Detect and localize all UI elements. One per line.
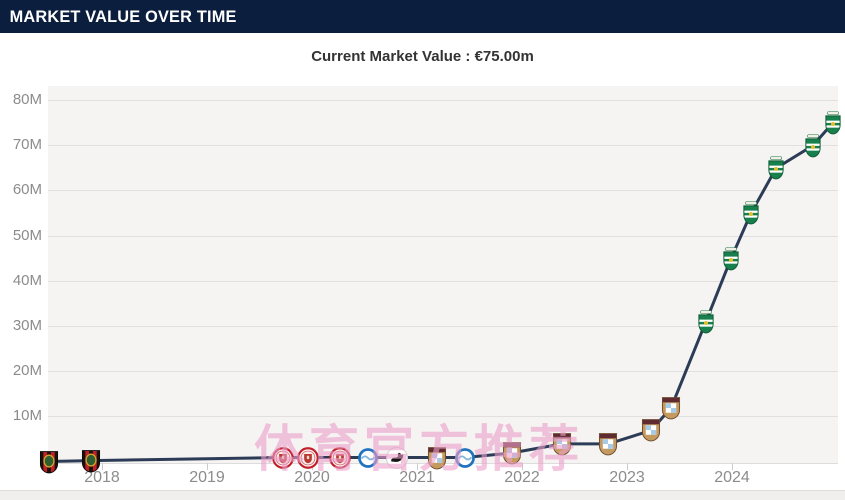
x-axis-tick	[207, 463, 208, 470]
y-axis-tick-label: 10M	[12, 407, 42, 424]
gridline	[48, 100, 838, 101]
footer-strip	[0, 490, 845, 500]
section-header-bar: MARKET VALUE OVER TIME	[0, 0, 845, 33]
gridline	[48, 281, 838, 282]
data-point-sporting-cp-crest-icon[interactable]	[823, 111, 842, 135]
x-axis-tick-label: 2024	[714, 469, 750, 486]
current-market-value-label: Current Market Value : €75.00m	[311, 48, 534, 65]
data-point-coventry-city-crest-icon[interactable]	[552, 432, 571, 456]
x-axis-tick-label: 2023	[609, 469, 645, 486]
gridline	[48, 145, 838, 146]
gridline	[48, 416, 838, 417]
data-point-swansea-city-crest-icon[interactable]	[385, 446, 409, 469]
y-axis-tick-label: 20M	[12, 362, 42, 379]
x-axis-tick-label: 2019	[189, 469, 225, 486]
x-axis-tick-label: 2018	[84, 469, 120, 486]
x-axis-tick	[732, 463, 733, 470]
data-point-sporting-cp-crest-icon[interactable]	[722, 246, 741, 271]
data-point-coventry-city-crest-icon[interactable]	[599, 432, 618, 456]
x-axis-tick-label: 2020	[294, 469, 330, 486]
data-point-sporting-cp-crest-icon[interactable]	[803, 133, 822, 158]
y-axis-tick-label: 60M	[12, 181, 42, 198]
y-axis-tick-label: 40M	[12, 272, 42, 289]
data-point-coventry-city-crest-icon[interactable]	[427, 446, 447, 469]
page-title: MARKET VALUE OVER TIME	[9, 6, 237, 26]
x-axis-tick-label: 2021	[399, 469, 435, 486]
data-point-fc-st-pauli-crest-icon[interactable]	[271, 446, 294, 469]
y-axis-tick-label: 80M	[12, 91, 42, 108]
x-axis-tick	[627, 463, 628, 470]
y-axis-tick-label: 30M	[12, 317, 42, 334]
data-point-brighton-hove-albion-crest-icon[interactable]	[357, 447, 379, 469]
data-point-coventry-city-crest-icon[interactable]	[502, 442, 521, 465]
data-point-brommapojkarna-crest-icon[interactable]	[81, 449, 100, 472]
data-point-fc-st-pauli-crest-icon[interactable]	[329, 446, 352, 469]
data-point-fc-st-pauli-crest-icon[interactable]	[296, 446, 319, 469]
plot-area	[48, 86, 838, 464]
data-point-sporting-cp-crest-icon[interactable]	[741, 201, 760, 225]
y-axis-tick-label: 70M	[12, 136, 42, 153]
gridline	[48, 326, 838, 327]
x-axis-tick	[102, 463, 103, 470]
data-point-sporting-cp-crest-icon[interactable]	[767, 156, 786, 180]
data-point-coventry-city-crest-icon[interactable]	[642, 419, 661, 442]
gridline	[48, 190, 838, 191]
gridline	[48, 371, 838, 372]
x-axis-tick-label: 2022	[504, 469, 540, 486]
data-point-brighton-hove-albion-crest-icon[interactable]	[454, 447, 476, 469]
data-point-brommapojkarna-crest-icon[interactable]	[39, 450, 58, 473]
data-point-sporting-cp-crest-icon[interactable]	[696, 310, 715, 334]
x-axis-tick	[417, 463, 418, 470]
gridline	[48, 236, 838, 237]
y-axis-tick-label: 50M	[12, 227, 42, 244]
data-point-coventry-city-crest-icon[interactable]	[662, 396, 681, 420]
x-axis-tick	[522, 463, 523, 470]
